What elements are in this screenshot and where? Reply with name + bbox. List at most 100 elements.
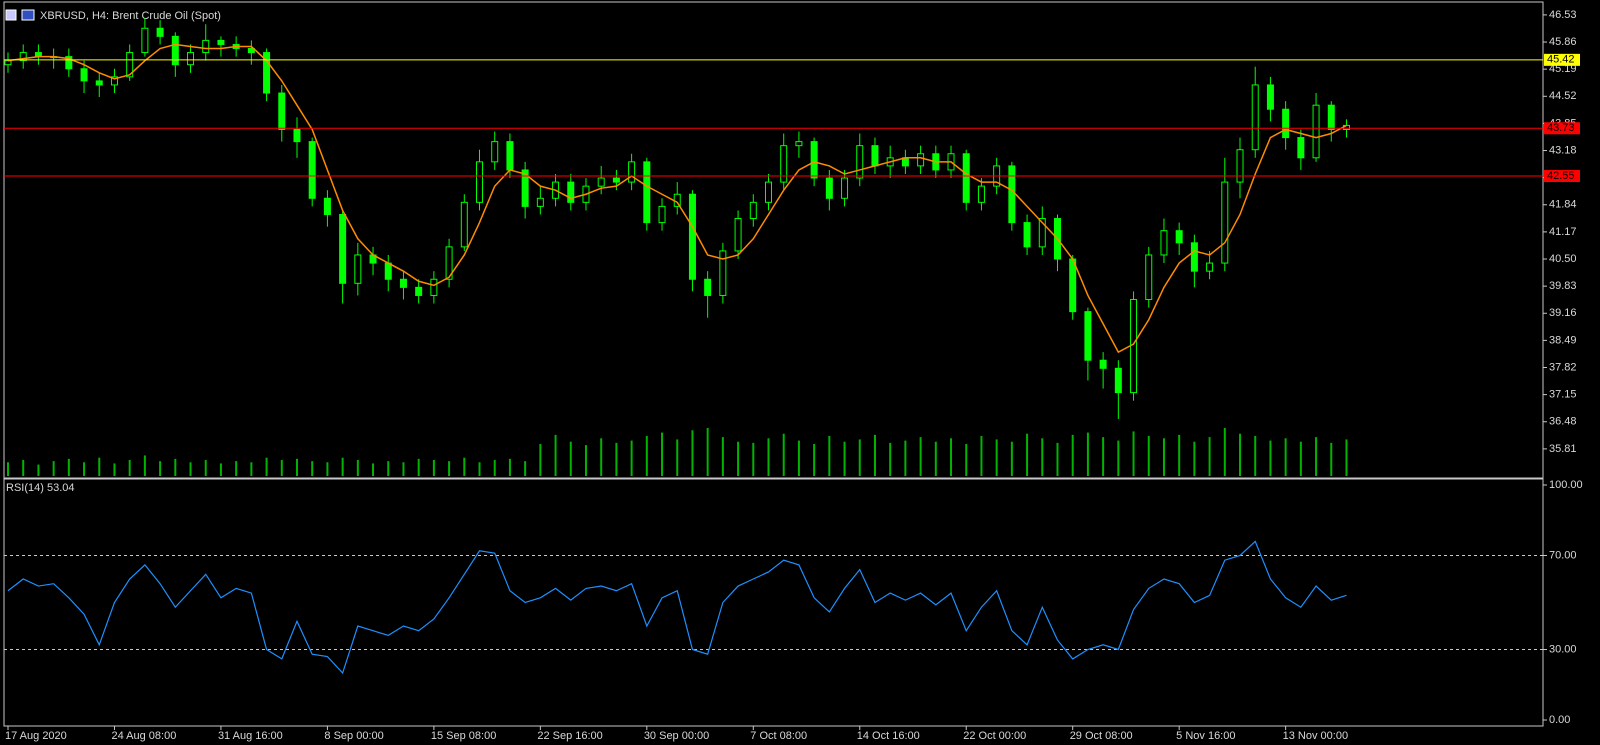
volume-bar (1056, 442, 1059, 476)
volume-bar (1330, 442, 1333, 476)
candle-body (415, 286, 423, 296)
volume-bar (250, 462, 253, 476)
volume-bar (235, 461, 238, 476)
y-tick-label: 37.15 (1549, 389, 1577, 401)
candle-body (217, 39, 225, 45)
x-tick-label: 8 Sep 00:00 (324, 730, 383, 742)
volume-bar (113, 463, 116, 476)
y-tick-label: 70.00 (1549, 549, 1577, 561)
y-tick-label: 41.84 (1549, 199, 1577, 211)
volume-bar (402, 462, 405, 476)
volume-bar (782, 433, 785, 476)
rsi-line (7, 540, 1347, 675)
candle-body (795, 141, 803, 147)
volume-bar (1223, 428, 1226, 476)
volume-bar (1315, 437, 1318, 476)
level-label: 45.42 (1547, 54, 1575, 66)
y-tick-label: 45.86 (1549, 36, 1577, 48)
y-tick-label: 0.00 (1549, 714, 1570, 726)
symbol-icon (5, 9, 17, 21)
volume-bar (432, 460, 435, 476)
volume-bar (143, 455, 146, 476)
candle-body (536, 197, 544, 207)
volume-bar (128, 460, 131, 476)
volume-bar (417, 458, 420, 476)
candle-body (643, 161, 651, 224)
candle-body (719, 250, 727, 296)
volume-bar (980, 436, 983, 476)
candle-body (399, 278, 407, 288)
volume-bar (539, 444, 542, 476)
candle-body (308, 141, 316, 199)
y-tick-label: 39.83 (1549, 280, 1577, 292)
volume-bar (219, 463, 222, 476)
volume-bar (1026, 433, 1029, 476)
volume-bar (706, 428, 709, 476)
volume-bar (934, 441, 937, 476)
x-tick-label: 7 Oct 08:00 (750, 730, 807, 742)
candle-body (688, 193, 696, 280)
candle-body (734, 218, 742, 252)
candle-body (597, 177, 605, 187)
candle-body (278, 92, 286, 130)
candle-body (384, 262, 392, 280)
candle-body (1145, 254, 1153, 300)
volume-bar (326, 462, 329, 476)
volume-bar (311, 461, 314, 476)
y-tick-label: 39.16 (1549, 307, 1577, 319)
candle-body (1206, 262, 1214, 272)
volume-bar (919, 437, 922, 476)
candle-body (1251, 84, 1259, 151)
candle-body (126, 52, 134, 78)
x-tick-label: 15 Sep 08:00 (431, 730, 496, 742)
volume-bar (524, 461, 527, 476)
volume-bar (904, 440, 907, 476)
level-label: 43.73 (1547, 122, 1575, 134)
volume-bar (204, 460, 207, 476)
volume-bar (493, 460, 496, 476)
candle-body (749, 201, 757, 220)
candle-body (962, 153, 970, 203)
candle-body (506, 141, 514, 171)
volume-bar (387, 461, 390, 476)
volume-bar (843, 441, 846, 476)
candle-body (293, 128, 301, 143)
flag-icon (21, 9, 35, 21)
level-label: 42.55 (1547, 170, 1575, 182)
indicator-title: RSI(14) 53.04 (6, 482, 74, 494)
candle-body (1160, 230, 1168, 256)
volume-bar (159, 461, 162, 476)
y-tick-label: 35.81 (1549, 443, 1577, 455)
candle-body (825, 177, 833, 199)
y-tick-label: 30.00 (1549, 643, 1577, 655)
x-tick-label: 24 Aug 08:00 (111, 730, 176, 742)
candle-body (1282, 108, 1290, 139)
candle-body (1038, 218, 1046, 248)
y-tick-label: 46.53 (1549, 9, 1577, 21)
candle-body (1266, 84, 1274, 110)
candle-body (445, 246, 453, 280)
candle-body (1023, 222, 1031, 248)
volume-bar (767, 438, 770, 476)
candle-body (171, 35, 179, 66)
volume-bar (265, 457, 268, 476)
candle-body (1114, 367, 1122, 394)
volume-bar (372, 463, 375, 476)
candle-body (856, 145, 864, 179)
volume-bar (661, 432, 664, 476)
candle-body (4, 60, 12, 66)
volume-bar (1071, 434, 1074, 476)
x-tick-label: 14 Oct 16:00 (857, 730, 920, 742)
volume-bar (600, 438, 603, 476)
volume-bar (1208, 437, 1211, 476)
y-tick-label: 36.48 (1549, 416, 1577, 428)
candle-body (1236, 149, 1244, 183)
volume-bar (1239, 433, 1242, 476)
volume-bar (797, 440, 800, 476)
volume-bar (1345, 439, 1348, 476)
x-tick-label: 22 Oct 00:00 (963, 730, 1026, 742)
candle-body (141, 27, 149, 54)
rsi-panel (3, 478, 1544, 727)
y-tick-label: 40.50 (1549, 253, 1577, 265)
